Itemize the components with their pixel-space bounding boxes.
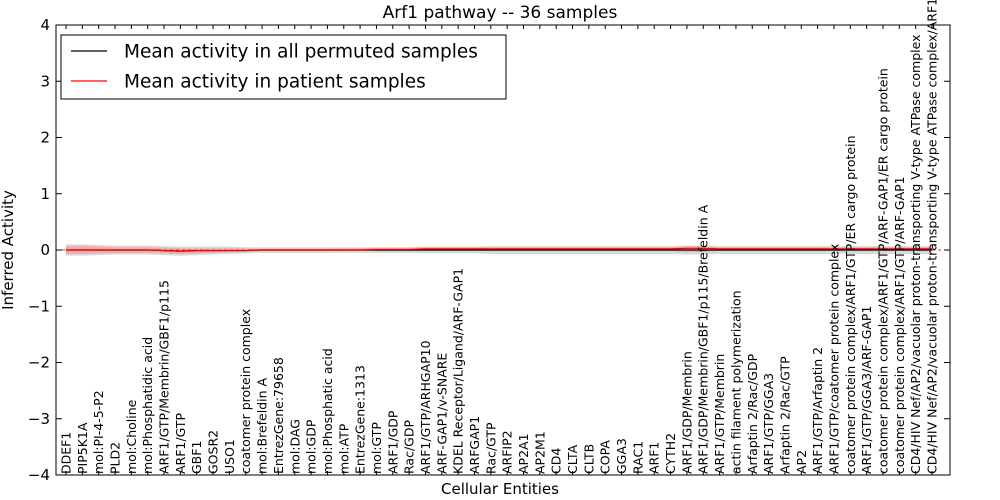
x-tick-label: ARF1/GTP/Membrin (712, 354, 727, 474)
x-tick-label: ARF1 (647, 442, 662, 474)
x-tick-label: ARF1/GDP/Membrin/GBF1/p115/Brefeldin A (696, 204, 711, 474)
x-tick-label: ARFGAP1 (467, 416, 482, 474)
legend-box (60, 34, 507, 100)
x-tick-label: PIP5K1A (75, 422, 90, 474)
y-tick-label: −2 (28, 354, 50, 372)
x-tick-label: actin filament polymerization (728, 290, 743, 474)
x-axis: DDEF1 PIP5K1A mol:PI-4-5-P2 PLD2 mol:Choline… (59, 0, 940, 475)
x-tick-label: PLD2 (108, 442, 123, 474)
y-axis: 4 3 2 1 0 −1 −2 −3 −4 (28, 16, 950, 484)
x-tick-label: mol:DAG (287, 419, 302, 474)
chart-title: Arf1 pathway -- 36 samples (383, 3, 618, 23)
x-tick-label: ARF1/GDP (385, 410, 400, 474)
x-tick-label: mol:Choline (124, 399, 139, 474)
legend: Mean activity in all permuted samples Me… (60, 34, 507, 100)
x-tick-label: ARF1/GTP/GGA3 (761, 373, 776, 474)
legend-label-permuted: Mean activity in all permuted samples (124, 42, 478, 63)
x-tick-label: ARF1/GTP/Membrin/GBF1/p115 (157, 280, 172, 474)
x-tick-label: mol:Phosphatic acid (320, 348, 335, 474)
x-tick-label: COPA (598, 440, 613, 474)
y-axis-label: Inferred Activity (0, 190, 17, 310)
x-tick-label: mol:PI-4-5-P2 (91, 390, 106, 474)
x-tick-label: CD4/HIV Nef/AP2/vacuolar proton-transpor… (908, 35, 923, 475)
x-tick-label: mol:ATP (336, 423, 351, 474)
x-tick-label: Rac/GTP (483, 422, 498, 474)
y-tick-label: −3 (28, 410, 50, 428)
series-lines (66, 247, 932, 252)
x-tick-label: ARF1/GTP (173, 413, 188, 474)
x-tick-label: AP2M1 (532, 431, 547, 474)
x-tick-label: EntrezGene:1313 (353, 365, 368, 474)
x-tick-label: mol:GDP (304, 419, 319, 474)
x-tick-label: coatomer protein complex/ARF1/GTP/ARF-GA… (892, 176, 907, 474)
x-tick-label: ARF1/GTP/Arfaptin 2 (810, 347, 825, 474)
x-tick-label: Arfaptin 2/Rac/GDP (745, 353, 760, 474)
x-tick-label: GGA3 (614, 438, 629, 474)
x-tick-label: AP2A1 (516, 433, 531, 474)
y-tick-label: 0 (40, 241, 50, 259)
x-tick-label: CYTH2 (663, 433, 678, 474)
x-tick-label: AP2 (794, 450, 809, 474)
x-tick-label: KDEL Receptor/Ligand/ARF-GAP1 (451, 268, 466, 474)
x-tick-label: CD4 (549, 448, 564, 474)
x-tick-label: CLTA (565, 444, 580, 474)
x-tick-label: ARF1/GTP/ARHGAP10 (418, 340, 433, 474)
x-tick-label: mol:GTP (369, 422, 384, 474)
y-tick-label: 1 (40, 185, 50, 203)
x-tick-label: mol:Phosphatidic acid (140, 337, 155, 474)
x-tick-label: coatomer protein complex/ARF1/GTP/ER car… (843, 135, 858, 474)
x-tick-label: Rac/GDP (402, 420, 417, 474)
x-tick-label: CD4/HIV Nef/AP2/vacuolar proton-transpor… (925, 0, 940, 474)
x-tick-label: GOSR2 (206, 430, 221, 474)
x-tick-label: coatomer protein complex/ARF1/GTP/ARF-GA… (875, 68, 890, 474)
x-tick-label: Arfaptin 2/Rac/GTP (777, 356, 792, 474)
legend-label-patient: Mean activity in patient samples (124, 72, 426, 93)
x-tick-label: ARF1/GTP/coatomer protein complex (826, 244, 841, 474)
x-axis-label: Cellular Entities (441, 480, 559, 498)
x-tick-label: mol:Brefeldin A (255, 377, 270, 474)
patient-mean-line (66, 247, 932, 252)
x-tick-label: ARFIP2 (500, 430, 515, 474)
x-tick-label: GBF1 (189, 441, 204, 474)
x-tick-label: ARF1/GTP/GGA3/ARF-GAP1 (859, 306, 874, 474)
y-tick-label: −4 (28, 466, 50, 484)
x-tick-label: ARF-GAP1/v-SNARE (434, 353, 449, 474)
x-tick-label: RAC1 (630, 441, 645, 474)
y-tick-label: 4 (40, 16, 50, 34)
y-tick-label: 3 (40, 72, 50, 90)
y-tick-label: 2 (40, 129, 50, 147)
x-tick-label: USO1 (222, 439, 237, 474)
x-tick-label: coatomer protein complex (238, 309, 253, 474)
y-tick-label: −1 (28, 297, 50, 315)
x-tick-label: CLTB (581, 444, 596, 474)
x-tick-label: EntrezGene:79658 (271, 357, 286, 474)
x-tick-label: ARF1/GDP/Membrin (679, 351, 694, 474)
x-tick-label: DDEF1 (59, 432, 74, 474)
